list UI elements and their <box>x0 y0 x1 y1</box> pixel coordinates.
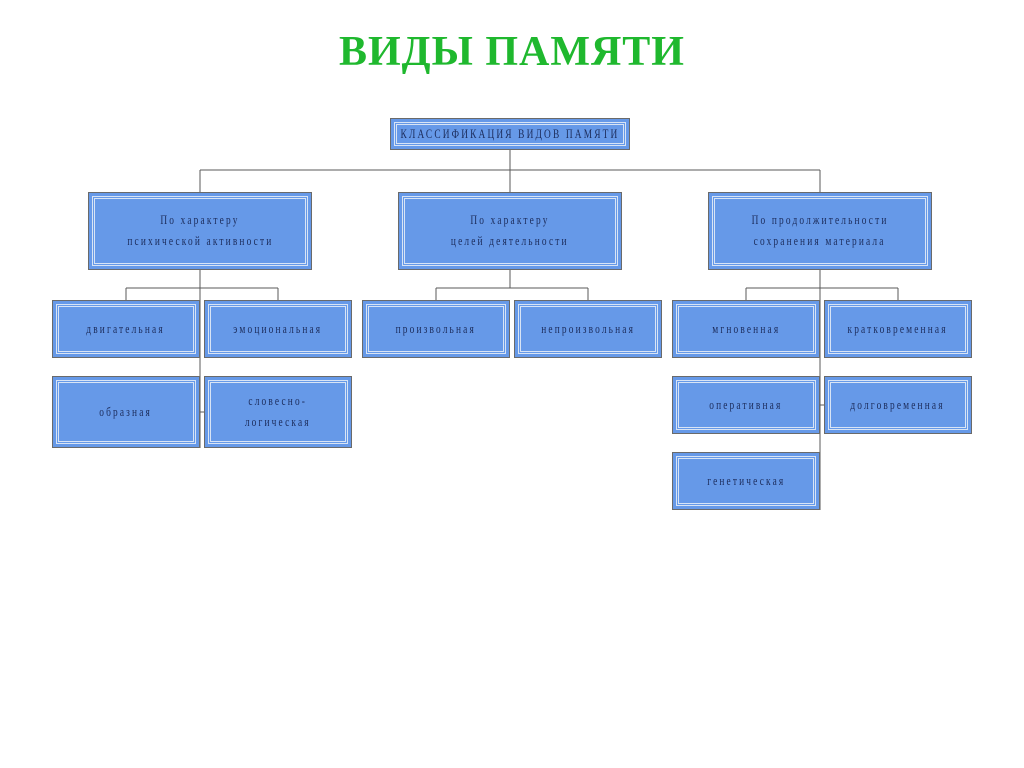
node-c1d: словесно-логическая <box>204 376 352 448</box>
node-label: целей деятельности <box>451 231 569 252</box>
node-c3e: генетическая <box>672 452 820 510</box>
node-label: мгновенная <box>712 319 780 340</box>
node-root: КЛАССИФИКАЦИЯ ВИДОВ ПАМЯТИ <box>390 118 630 150</box>
node-label: кратковременная <box>848 319 948 340</box>
node-label: произвольная <box>396 319 476 340</box>
node-label: КЛАССИФИКАЦИЯ ВИДОВ ПАМЯТИ <box>401 124 620 145</box>
node-label: сохранения материала <box>754 231 886 252</box>
node-label: генетическая <box>707 471 785 492</box>
node-cat2: По характеруцелей деятельности <box>398 192 622 270</box>
page-title: ВИДЫ ПАМЯТИ <box>0 28 1024 76</box>
page-title-text: ВИДЫ ПАМЯТИ <box>339 29 685 75</box>
node-c1c: образная <box>52 376 200 448</box>
node-label: психической активности <box>127 231 273 252</box>
node-label: двигательная <box>87 319 166 340</box>
node-cat3: По продолжительностисохранения материала <box>708 192 932 270</box>
node-label: По продолжительности <box>752 210 889 231</box>
node-label: эмоциональная <box>234 319 323 340</box>
node-label: долговременная <box>851 395 945 416</box>
node-label: оперативная <box>709 395 782 416</box>
node-c1a: двигательная <box>52 300 200 358</box>
node-c2a: произвольная <box>362 300 510 358</box>
node-label: По характеру <box>470 210 549 231</box>
node-c3b: кратковременная <box>824 300 972 358</box>
node-c3a: мгновенная <box>672 300 820 358</box>
node-label: По характеру <box>160 210 239 231</box>
node-label: непроизвольная <box>541 319 635 340</box>
node-label: образная <box>100 402 153 423</box>
node-c3c: оперативная <box>672 376 820 434</box>
node-c1b: эмоциональная <box>204 300 352 358</box>
node-label: логическая <box>245 412 311 433</box>
node-label: словесно- <box>249 391 308 412</box>
node-cat1: По характерупсихической активности <box>88 192 312 270</box>
node-c3d: долговременная <box>824 376 972 434</box>
node-c2b: непроизвольная <box>514 300 662 358</box>
